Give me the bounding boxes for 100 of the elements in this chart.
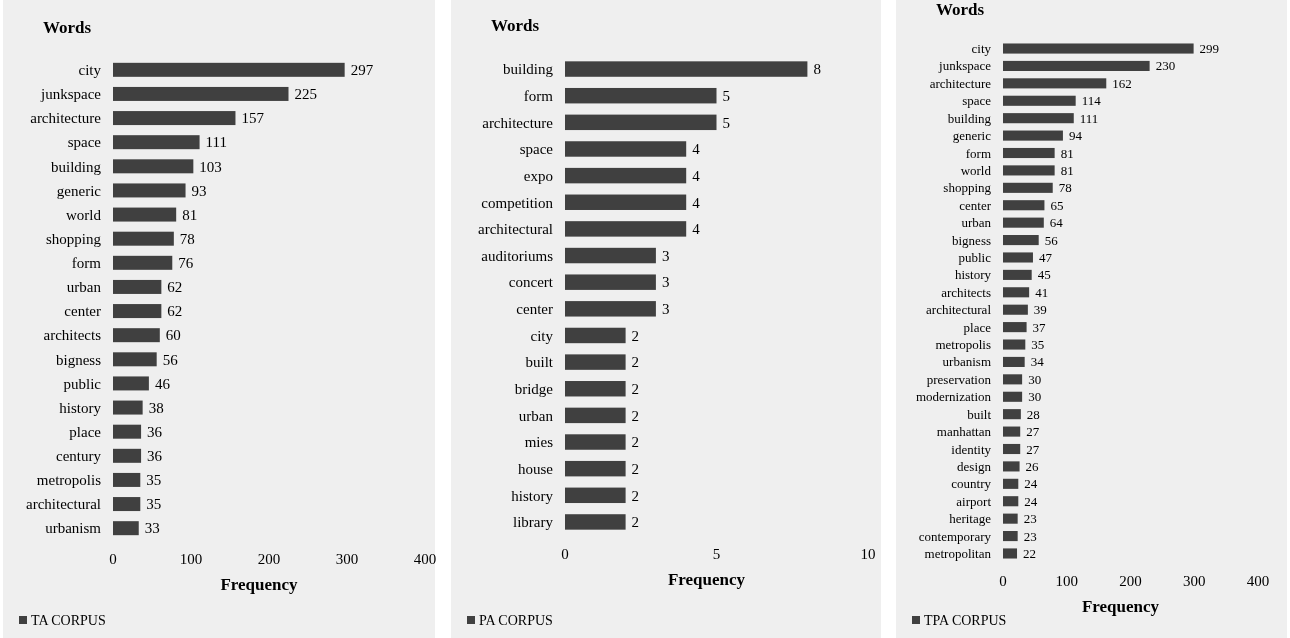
data-label: 5 [722,114,730,131]
data-label: 225 [294,86,317,103]
bar [113,207,177,222]
bar [1003,322,1027,333]
data-label: 4 [692,141,701,158]
y-tick-label: building [502,61,554,78]
y-tick-label: world [960,162,992,178]
y-tick-label: architects [43,327,102,344]
data-label: 76 [178,255,194,272]
x-tick-label: 0 [109,551,117,567]
x-tick-label: 300 [335,551,359,567]
bar [1003,356,1025,367]
bar [1003,409,1021,420]
bar [565,87,717,104]
data-label: 3 [661,274,670,291]
data-label: 65 [1050,197,1064,213]
data-label: 3 [661,247,670,264]
y-tick-label: mies [524,434,554,451]
y-axis-title: Words [936,0,985,19]
data-label: 46 [154,375,171,392]
y-tick-label: urbanism [45,520,102,537]
bar [1003,165,1055,176]
x-tick-label: 5 [712,546,721,562]
bar [1003,95,1076,106]
bar [565,487,626,504]
bar [1003,426,1021,437]
data-label: 35 [146,472,162,489]
y-axis-title: Words [491,16,540,35]
data-label: 162 [1112,75,1132,91]
bar [113,111,236,126]
data-label: 34 [1030,354,1045,370]
bar [1003,374,1023,385]
bar [1003,43,1194,54]
y-tick-label: house [518,460,554,477]
y-tick-label: public [958,250,992,266]
data-label: 81 [1060,162,1074,178]
data-label: 103 [199,158,222,175]
data-label: 23 [1023,528,1037,544]
y-tick-label: junkspace [40,86,102,103]
y-tick-label: architecture [929,75,992,91]
data-label: 24 [1024,493,1038,509]
x-tick-label: 0 [999,573,1007,589]
y-tick-label: auditoriums [481,247,554,264]
data-label: 2 [631,434,640,451]
y-tick-label: space [519,141,554,158]
bar [113,86,289,101]
y-tick-label: history [954,267,992,283]
bar [1003,78,1107,89]
y-tick-label: history [511,487,554,504]
data-label: 47 [1038,250,1053,266]
y-tick-label: urbanism [942,354,991,370]
y-tick-label: metropolis [935,337,991,353]
data-label: 30 [1028,389,1042,405]
y-tick-label: concert [508,274,554,291]
data-label: 230 [1155,58,1176,74]
data-label: 299 [1199,41,1220,57]
bar [1003,252,1033,263]
y-tick-label: shopping [943,180,992,196]
bar [1003,182,1053,193]
y-tick-label: architectural [26,496,101,513]
data-label: 36 [147,423,163,440]
y-tick-label: architects [941,284,991,300]
legend-label: PA CORPUS [479,613,553,628]
bar [113,255,173,270]
data-label: 39 [1033,302,1047,318]
data-label: 81 [182,206,198,223]
data-label: 2 [631,380,640,397]
data-label: 28 [1026,406,1040,422]
data-label: 4 [692,194,701,211]
x-axis-title: Frequency [667,570,746,589]
data-label: 33 [144,520,160,537]
bar [565,354,626,370]
bar [565,167,687,184]
data-label: 4 [692,221,701,238]
bar [565,514,626,530]
y-tick-label: shopping [45,230,102,247]
bar [113,279,162,294]
y-tick-label: junkspace [938,58,992,74]
data-label: 64 [1049,215,1064,231]
y-axis-title: Words [43,18,92,37]
data-label: 56 [1044,232,1059,248]
y-tick-label: generic [952,128,992,144]
data-label: 2 [631,460,640,477]
y-tick-label: expo [523,167,553,184]
y-tick-label: generic [56,182,102,199]
x-axis-title: Frequency [220,575,299,594]
bar [113,352,157,367]
x-tick-label: 10 [860,546,876,562]
x-axis-title: Frequency [1081,597,1160,616]
y-tick-label: building [50,158,102,175]
bar [113,62,345,77]
bar [565,434,626,450]
y-tick-label: preservation [926,371,992,387]
y-tick-label: architectural [478,221,553,238]
legend-label: TPA CORPUS [924,613,1007,628]
bar [113,183,186,198]
y-tick-label: bridge [514,380,554,397]
data-label: 2 [631,514,640,531]
bar [565,247,656,264]
data-label: 2 [631,487,640,504]
